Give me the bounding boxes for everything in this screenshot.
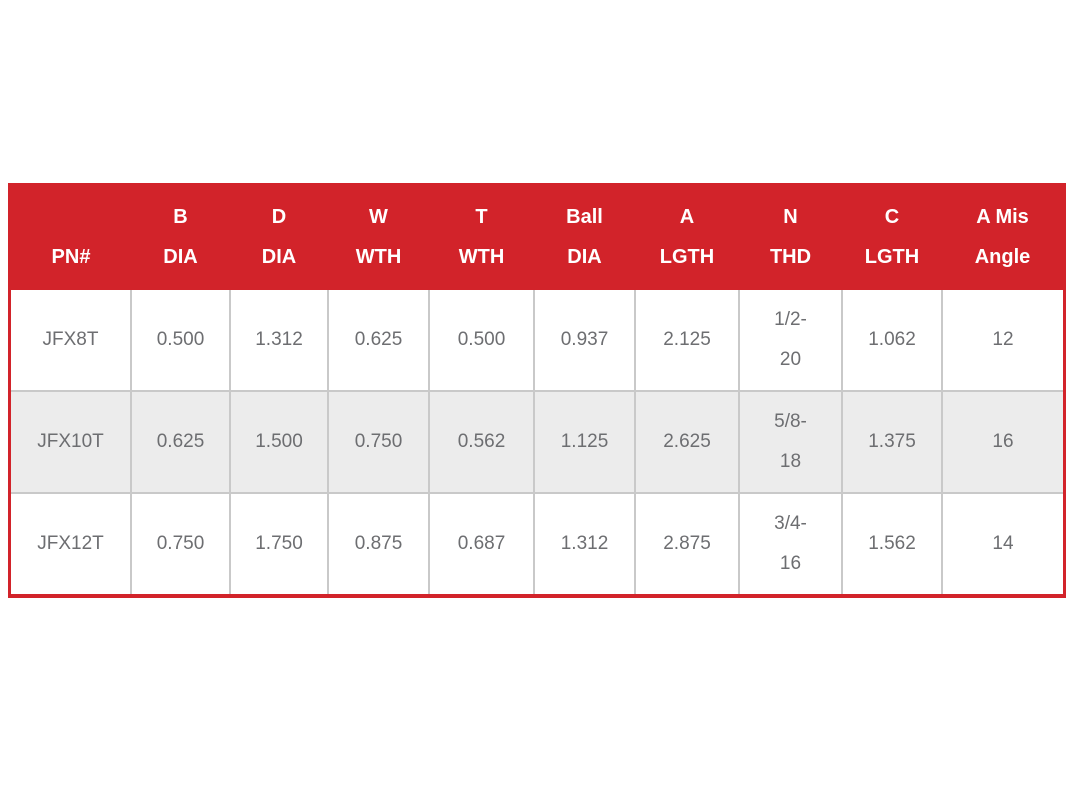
cell-n-thd-line: 16 (779, 553, 802, 574)
cell-n-thd-line: 5/8- (774, 411, 807, 432)
column-header-c-lgth: C LGTH (842, 183, 942, 290)
column-header-line: W (369, 205, 388, 228)
cell-t-wth: 0.500 (428, 290, 534, 391)
spec-table-frame: PN# B DIA D DIA W WTH T (8, 183, 1066, 598)
cell-c-lgth: 1.062 (841, 290, 942, 391)
column-header-line: THD (769, 245, 812, 268)
table-row: JFX12T 0.750 1.750 0.875 0.687 1.312 2.8… (11, 492, 1063, 594)
column-header-line: Ball (566, 205, 603, 228)
cell-c-lgth: 1.375 (841, 390, 942, 493)
column-header-a-mis-angle: A Mis Angle (942, 183, 1063, 290)
cell-b-dia: 0.500 (130, 290, 230, 391)
column-header-line: C (884, 205, 900, 228)
column-header-line: LGTH (864, 245, 920, 268)
cell-n-thd: 3/4- 16 (738, 492, 842, 594)
column-header-line: A Mis (976, 205, 1029, 228)
column-header-b-dia: B DIA (131, 183, 230, 290)
cell-d-dia: 1.750 (229, 492, 328, 594)
column-header-line: DIA (261, 245, 297, 268)
column-header-n-thd: N THD (739, 183, 842, 290)
cell-n-thd: 5/8- 18 (738, 390, 842, 493)
column-header-w-wth: W WTH (328, 183, 429, 290)
cell-a-lgth: 2.625 (634, 390, 739, 493)
cell-a-lgth: 2.875 (634, 492, 739, 594)
cell-n-thd-line: 3/4- (774, 513, 807, 534)
cell-n-thd-line: 1/2- (774, 309, 807, 330)
column-header-line: A (679, 205, 695, 228)
cell-a-mis-angle: 12 (941, 290, 1063, 391)
column-header-ball-dia: Ball DIA (534, 183, 635, 290)
cell-t-wth: 0.687 (428, 492, 534, 594)
cell-d-dia: 1.312 (229, 290, 328, 391)
column-header-line: PN# (51, 245, 91, 268)
table-header-row: PN# B DIA D DIA W WTH T (11, 183, 1063, 290)
column-header-line: Angle (974, 245, 1031, 268)
spec-table: PN# B DIA D DIA W WTH T (11, 183, 1063, 594)
cell-pn: JFX8T (11, 290, 131, 391)
cell-w-wth: 0.625 (327, 290, 429, 391)
column-header-a-lgth: A LGTH (635, 183, 739, 290)
column-header-pn: PN# (11, 183, 131, 290)
cell-b-dia: 0.625 (130, 390, 230, 493)
cell-w-wth: 0.875 (327, 492, 429, 594)
cell-a-lgth: 2.125 (634, 290, 739, 391)
column-header-line: D (271, 205, 287, 228)
cell-ball-dia: 0.937 (533, 290, 635, 391)
cell-c-lgth: 1.562 (841, 492, 942, 594)
table-row: JFX10T 0.625 1.500 0.750 0.562 1.125 2.6… (11, 390, 1063, 493)
table-row: JFX8T 0.500 1.312 0.625 0.500 0.937 2.12… (11, 290, 1063, 391)
cell-pn: JFX10T (11, 390, 131, 493)
column-header-line: B (173, 205, 188, 228)
column-header-line (11, 197, 131, 237)
column-header-line: LGTH (659, 245, 715, 268)
column-header-d-dia: D DIA (230, 183, 328, 290)
cell-n-thd-line: 20 (779, 349, 802, 370)
column-header-line: T (475, 205, 488, 228)
cell-d-dia: 1.500 (229, 390, 328, 493)
cell-t-wth: 0.562 (428, 390, 534, 493)
cell-pn: JFX12T (11, 492, 131, 594)
cell-w-wth: 0.750 (327, 390, 429, 493)
cell-ball-dia: 1.312 (533, 492, 635, 594)
column-header-line: DIA (163, 245, 198, 268)
cell-ball-dia: 1.125 (533, 390, 635, 493)
cell-n-thd: 1/2- 20 (738, 290, 842, 391)
column-header-line: DIA (567, 245, 602, 268)
cell-b-dia: 0.750 (130, 492, 230, 594)
cell-a-mis-angle: 16 (941, 390, 1063, 493)
cell-a-mis-angle: 14 (941, 492, 1063, 594)
column-header-line: WTH (355, 245, 402, 268)
column-header-line: N (783, 205, 798, 228)
column-header-t-wth: T WTH (429, 183, 534, 290)
column-header-line: WTH (458, 245, 505, 268)
cell-n-thd-line: 18 (779, 451, 802, 472)
